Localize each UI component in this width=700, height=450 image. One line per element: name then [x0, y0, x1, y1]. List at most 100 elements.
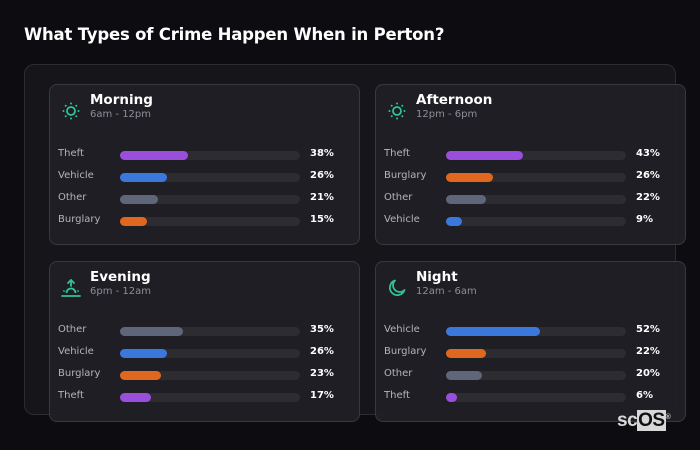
bar-row: Other 22%	[376, 191, 685, 207]
bar-label: Vehicle	[384, 214, 420, 225]
watermark-highlight: OS	[637, 410, 666, 431]
bar-value: 21%	[310, 192, 334, 203]
card-time-range: 6am - 12pm	[90, 109, 152, 120]
card-title: Afternoon	[416, 92, 493, 108]
bar-row: Other 21%	[50, 191, 359, 207]
bar-row: Other 35%	[50, 323, 359, 339]
bar-label: Burglary	[384, 346, 427, 357]
bar-label: Other	[58, 324, 87, 335]
bar-value: 22%	[636, 346, 660, 357]
card-evening: Evening 6pm - 12am Other 35% Vehicle 26%…	[49, 261, 360, 422]
bar-label: Burglary	[58, 214, 101, 225]
sunset-icon	[60, 277, 82, 299]
page-title: What Types of Crime Happen When in Perto…	[24, 25, 445, 44]
bar-value: 17%	[310, 390, 334, 401]
bar-fill-theft	[120, 393, 151, 402]
bar-label: Burglary	[384, 170, 427, 181]
bar-value: 38%	[310, 148, 334, 159]
bar-value: 6%	[636, 390, 653, 401]
bar-row: Vehicle 52%	[376, 323, 685, 339]
bar-row: Burglary 23%	[50, 367, 359, 383]
bar-track	[120, 349, 300, 358]
bar-fill-vehicle	[120, 173, 167, 182]
bar-track	[446, 173, 626, 182]
moon-icon	[386, 277, 408, 299]
bar-row: Vehicle 9%	[376, 213, 685, 229]
bar-fill-other	[446, 371, 482, 380]
sun-icon	[60, 100, 82, 122]
bar-value: 22%	[636, 192, 660, 203]
bar-fill-other	[446, 195, 486, 204]
bar-track	[120, 173, 300, 182]
bar-track	[446, 327, 626, 336]
bar-row: Theft 38%	[50, 147, 359, 163]
watermark-logo: scOS®	[617, 410, 671, 431]
bar-value: 20%	[636, 368, 660, 379]
bar-fill-burglary	[446, 349, 486, 358]
bar-value: 43%	[636, 148, 660, 159]
bar-label: Other	[384, 368, 413, 379]
bar-label: Theft	[384, 148, 410, 159]
card-time-range: 6pm - 12am	[90, 286, 152, 297]
bar-track	[120, 151, 300, 160]
card-night: Night 12am - 6am Vehicle 52% Burglary 22…	[375, 261, 686, 422]
bar-row: Vehicle 26%	[50, 345, 359, 361]
bar-fill-theft	[446, 151, 524, 160]
bar-fill-vehicle	[446, 217, 463, 226]
bar-label: Vehicle	[58, 346, 94, 357]
bar-fill-burglary	[120, 371, 162, 380]
bar-track	[446, 349, 626, 358]
bar-row: Theft 43%	[376, 147, 685, 163]
bar-label: Burglary	[58, 368, 101, 379]
bar-track	[120, 217, 300, 226]
bar-fill-vehicle	[446, 327, 540, 336]
bar-track	[120, 393, 300, 402]
bar-value: 9%	[636, 214, 653, 225]
bar-label: Other	[384, 192, 413, 203]
registered-mark: ®	[665, 414, 671, 421]
sun-icon	[386, 100, 408, 122]
card-title: Morning	[90, 92, 153, 108]
card-morning: Morning 6am - 12pm Theft 38% Vehicle 26%…	[49, 84, 360, 245]
bar-fill-vehicle	[120, 349, 167, 358]
bar-track	[446, 217, 626, 226]
bar-value: 26%	[310, 170, 334, 181]
watermark-prefix: sc	[617, 410, 638, 431]
bar-row: Burglary 26%	[376, 169, 685, 185]
bar-row: Theft 17%	[50, 389, 359, 405]
bar-value: 23%	[310, 368, 334, 379]
bar-label: Vehicle	[58, 170, 94, 181]
bar-track	[120, 195, 300, 204]
bar-label: Other	[58, 192, 87, 203]
bar-fill-other	[120, 327, 183, 336]
card-title: Night	[416, 269, 458, 285]
bar-row: Burglary 22%	[376, 345, 685, 361]
bar-fill-burglary	[446, 173, 493, 182]
bar-label: Theft	[384, 390, 410, 401]
bar-track	[120, 371, 300, 380]
bar-label: Theft	[58, 148, 84, 159]
bar-row: Theft 6%	[376, 389, 685, 405]
bar-fill-other	[120, 195, 158, 204]
card-title: Evening	[90, 269, 151, 285]
bar-track	[446, 371, 626, 380]
bar-value: 15%	[310, 214, 334, 225]
bar-label: Theft	[58, 390, 84, 401]
bar-value: 26%	[310, 346, 334, 357]
card-afternoon: Afternoon 12pm - 6pm Theft 43% Burglary …	[375, 84, 686, 245]
card-time-range: 12am - 6am	[416, 286, 477, 297]
bar-fill-burglary	[120, 217, 147, 226]
bar-track	[120, 327, 300, 336]
bar-track	[446, 393, 626, 402]
bar-row: Vehicle 26%	[50, 169, 359, 185]
bar-label: Vehicle	[384, 324, 420, 335]
bar-value: 35%	[310, 324, 334, 335]
bar-row: Other 20%	[376, 367, 685, 383]
bar-fill-theft	[446, 393, 457, 402]
bar-fill-theft	[120, 151, 189, 160]
bar-value: 52%	[636, 324, 660, 335]
card-time-range: 12pm - 6pm	[416, 109, 478, 120]
bar-track	[446, 195, 626, 204]
bar-row: Burglary 15%	[50, 213, 359, 229]
bar-value: 26%	[636, 170, 660, 181]
